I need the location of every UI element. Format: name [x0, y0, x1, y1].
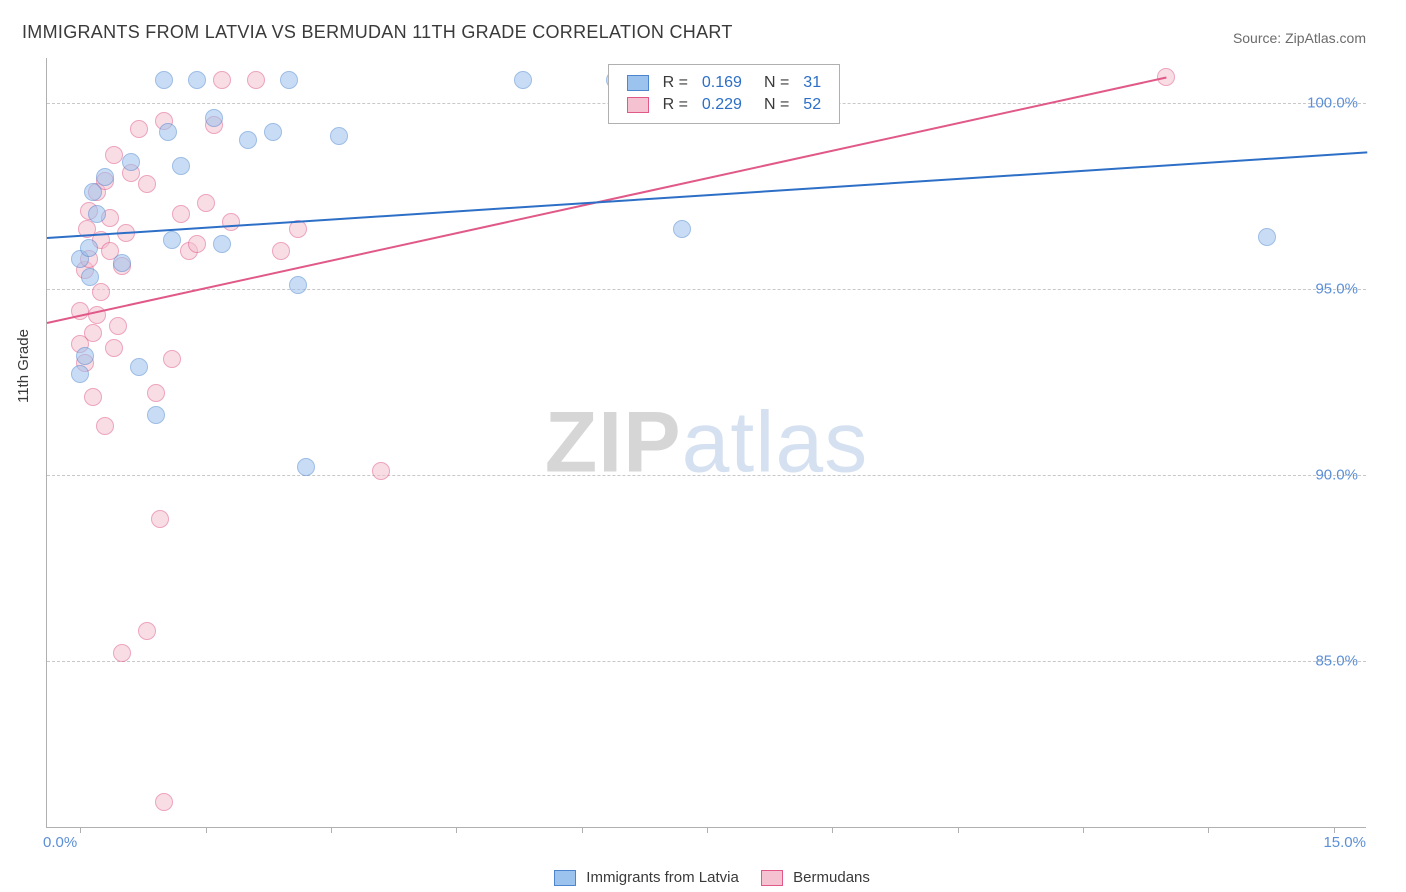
y-axis-title: 11th Grade — [15, 329, 32, 403]
x-tick — [1208, 827, 1209, 833]
data-point-latvia — [88, 205, 106, 223]
data-point-bermuda — [84, 388, 102, 406]
gridline — [47, 661, 1366, 662]
data-point-latvia — [159, 123, 177, 141]
data-point-latvia — [122, 153, 140, 171]
legend-cell: 52 — [797, 95, 827, 115]
legend-stats: R =0.169N =31 R =0.229N =52 — [608, 64, 841, 124]
data-point-bermuda — [109, 317, 127, 335]
legend-cell: R = — [657, 95, 694, 115]
data-point-bermuda — [105, 146, 123, 164]
data-point-bermuda — [105, 339, 123, 357]
data-point-latvia — [130, 358, 148, 376]
legend-cell — [621, 73, 655, 93]
data-point-latvia — [76, 347, 94, 365]
data-point-bermuda — [130, 120, 148, 138]
x-tick — [1083, 827, 1084, 833]
data-point-latvia — [81, 268, 99, 286]
legend-label-bermuda: Bermudans — [793, 869, 870, 886]
legend-cell: 0.169 — [696, 73, 748, 93]
data-point-bermuda — [213, 71, 231, 89]
legend-bottom: Immigrants from Latvia Bermudans — [0, 869, 1406, 886]
data-point-latvia — [289, 276, 307, 294]
x-tick — [80, 827, 81, 833]
legend-cell: N = — [750, 95, 795, 115]
x-tick — [832, 827, 833, 833]
y-tick-label: 90.0% — [1315, 466, 1358, 483]
watermark: ZIPatlas — [545, 393, 868, 492]
x-tick — [456, 827, 457, 833]
data-point-latvia — [113, 254, 131, 272]
data-point-bermuda — [188, 235, 206, 253]
legend-cell: 31 — [797, 73, 827, 93]
data-point-latvia — [155, 71, 173, 89]
data-point-latvia — [84, 183, 102, 201]
y-tick-label: 95.0% — [1315, 280, 1358, 297]
data-point-bermuda — [138, 175, 156, 193]
data-point-latvia — [80, 239, 98, 257]
legend-swatch-bermuda — [627, 97, 649, 113]
chart-plot-area: ZIPatlas 85.0%90.0%95.0%100.0%0.0%15.0%R… — [46, 58, 1366, 828]
data-point-bermuda — [222, 213, 240, 231]
data-point-latvia — [188, 71, 206, 89]
legend-cell: N = — [750, 73, 795, 93]
data-point-bermuda — [272, 242, 290, 260]
data-point-latvia — [514, 71, 532, 89]
data-point-bermuda — [92, 283, 110, 301]
data-point-bermuda — [163, 350, 181, 368]
x-min-label: 0.0% — [43, 834, 77, 851]
legend-cell — [621, 95, 655, 115]
chart-title: IMMIGRANTS FROM LATVIA VS BERMUDAN 11TH … — [22, 22, 733, 43]
data-point-bermuda — [113, 644, 131, 662]
x-max-label: 15.0% — [1323, 834, 1366, 851]
legend-swatch-bermuda — [761, 870, 783, 886]
data-point-bermuda — [155, 793, 173, 811]
data-point-latvia — [96, 168, 114, 186]
gridline — [47, 475, 1366, 476]
data-point-bermuda — [172, 205, 190, 223]
data-point-latvia — [264, 123, 282, 141]
data-point-latvia — [297, 458, 315, 476]
data-point-bermuda — [147, 384, 165, 402]
data-point-bermuda — [151, 510, 169, 528]
legend-cell: 0.229 — [696, 95, 748, 115]
x-tick — [206, 827, 207, 833]
x-tick — [331, 827, 332, 833]
data-point-bermuda — [197, 194, 215, 212]
y-tick-label: 85.0% — [1315, 652, 1358, 669]
x-tick — [1334, 827, 1335, 833]
data-point-bermuda — [88, 306, 106, 324]
gridline — [47, 289, 1366, 290]
data-point-latvia — [163, 231, 181, 249]
data-point-bermuda — [247, 71, 265, 89]
x-tick — [707, 827, 708, 833]
x-tick — [958, 827, 959, 833]
data-point-latvia — [172, 157, 190, 175]
x-tick — [582, 827, 583, 833]
data-point-bermuda — [138, 622, 156, 640]
trend-line-latvia — [47, 151, 1367, 239]
data-point-latvia — [330, 127, 348, 145]
data-point-latvia — [205, 109, 223, 127]
data-point-latvia — [280, 71, 298, 89]
data-point-latvia — [1258, 228, 1276, 246]
data-point-latvia — [239, 131, 257, 149]
data-point-bermuda — [84, 324, 102, 342]
data-point-bermuda — [372, 462, 390, 480]
legend-swatch-latvia — [554, 870, 576, 886]
source-label: Source: ZipAtlas.com — [1233, 30, 1366, 46]
legend-swatch-latvia — [627, 75, 649, 91]
legend-label-latvia: Immigrants from Latvia — [586, 869, 739, 886]
data-point-latvia — [213, 235, 231, 253]
data-point-bermuda — [96, 417, 114, 435]
legend-cell: R = — [657, 73, 694, 93]
y-tick-label: 100.0% — [1307, 94, 1358, 111]
data-point-latvia — [71, 365, 89, 383]
data-point-latvia — [147, 406, 165, 424]
data-point-latvia — [673, 220, 691, 238]
